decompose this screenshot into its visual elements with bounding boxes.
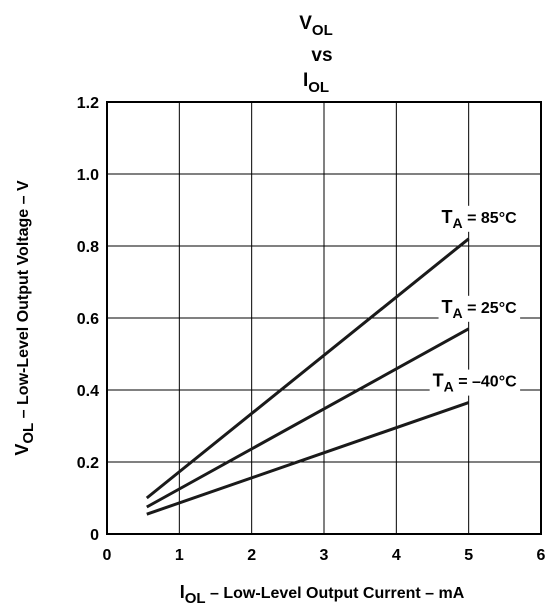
y-axis-label-sub: OL	[20, 423, 37, 444]
x-axis-label-main: I	[180, 582, 185, 602]
chart-title: VOL vs IOL	[299, 13, 333, 96]
y-tick-label: 0.6	[77, 311, 99, 328]
plot-frame	[106, 101, 542, 535]
x-tick-label: 3	[320, 547, 329, 564]
title-v-sub: OL	[312, 22, 333, 39]
y-tick-label: 0	[90, 527, 99, 544]
series-label-2: TA = –40°C	[433, 371, 517, 395]
x-tick-label: 5	[464, 547, 473, 564]
y-axis-label: VOL – Low-Level Output Voltage – V	[12, 180, 37, 456]
x-tick-label: 4	[392, 547, 401, 564]
grid	[107, 102, 541, 534]
plot-area: TA = 85°C TA = 25°C TA = –40°C	[106, 101, 542, 535]
y-axis-label-rest: – Low-Level Output Voltage – V	[15, 180, 32, 423]
x-tick-label: 2	[247, 547, 256, 564]
y-axis-label-main: V	[12, 444, 32, 456]
x-axis-label-rest: – Low-Level Output Current – mA	[206, 585, 465, 602]
title-line-1: VOL	[299, 13, 333, 39]
x-tick-label: 0	[103, 547, 112, 564]
title-v-main: V	[299, 13, 312, 34]
title-i-sub: OL	[308, 79, 329, 96]
series-lines	[145, 237, 470, 516]
x-tick-labels: 0 1 2 3 4 5 6	[103, 547, 546, 564]
y-tick-label: 1.0	[77, 167, 99, 184]
series-labels: TA = 85°C TA = 25°C TA = –40°C	[429, 205, 521, 396]
y-tick-label: 0.4	[77, 383, 99, 400]
series-label-background	[438, 205, 521, 232]
title-line-2: vs	[311, 45, 332, 66]
y-tick-label: 0.8	[77, 239, 99, 256]
series-line-1	[146, 327, 470, 509]
title-i-main: I	[303, 70, 308, 91]
x-tick-label: 6	[537, 547, 546, 564]
series-line-2	[146, 401, 470, 516]
y-tick-label: 0.2	[77, 455, 99, 472]
series-label-1: TA = 25°C	[442, 297, 518, 321]
series-label-background	[438, 295, 521, 322]
title-line-3: IOL	[303, 70, 329, 96]
x-axis-label-sub: OL	[185, 590, 206, 607]
series-label-0: TA = 85°C	[442, 207, 518, 231]
y-tick-labels: 0 0.2 0.4 0.6 0.8 1.0 1.2	[77, 95, 99, 544]
series-label-background	[429, 369, 521, 396]
x-axis-label: IOL – Low-Level Output Current – mA	[180, 582, 465, 607]
x-tick-label: 1	[175, 547, 184, 564]
y-tick-label: 1.2	[77, 95, 99, 112]
series-line-0	[145, 237, 470, 500]
